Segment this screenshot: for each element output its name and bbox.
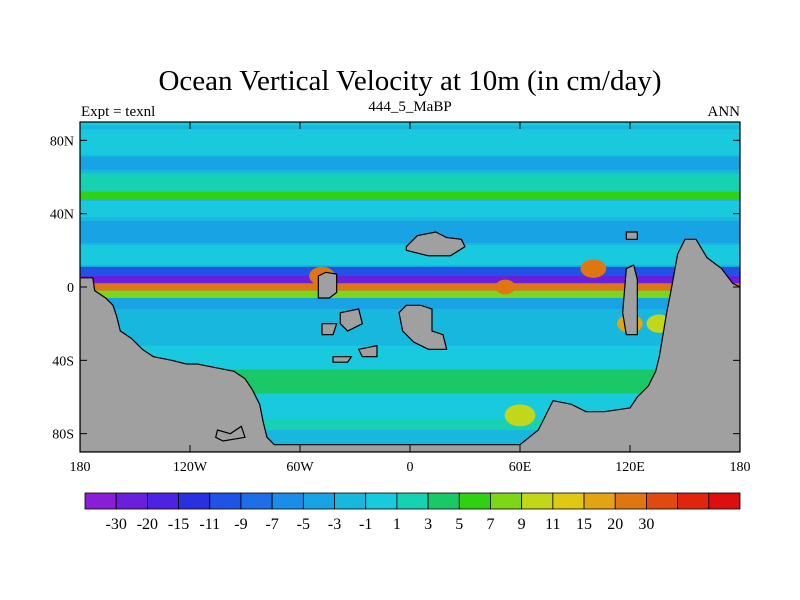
colorbar-label-0: -30 (106, 516, 127, 533)
landmass-3 (398, 304, 448, 350)
colorbar-swatch-9 (365, 492, 398, 510)
subtitle-center: 444_5_MaBP (368, 99, 451, 115)
colorbar-swatch-17 (614, 492, 647, 510)
colorbar-label-10: 3 (424, 516, 432, 533)
colorbar-swatch-3 (178, 492, 211, 510)
colorbar-swatch-18 (646, 492, 679, 510)
colorbar-label-5: -7 (265, 516, 278, 533)
chart-title: Ocean Vertical Velocity at 10m (in cm/da… (158, 65, 661, 97)
colorbar-label-7: -3 (328, 516, 341, 533)
colorbar-label-12: 7 (486, 516, 494, 533)
landmass-7 (357, 344, 378, 358)
axes: 180 120W 60W 0 60E 120E 180 80N 40N 0 40S 80S (50, 122, 751, 475)
landmass-4 (317, 271, 338, 299)
x-tick-label-6: 180 (730, 460, 751, 475)
velocity-band-5 (80, 191, 740, 199)
velocity-band-6 (80, 200, 740, 218)
x-tick-label-1: 120W (173, 460, 208, 475)
landmass-8 (332, 356, 353, 363)
map-field (80, 122, 740, 452)
x-tick-label-4: 60E (509, 460, 532, 475)
colorbar-label-13: 9 (518, 516, 526, 533)
landmass-2 (405, 231, 466, 257)
x-tick-label-5: 120E (615, 460, 645, 475)
landmass-0 (80, 238, 740, 452)
x-tick-label-3: 0 (407, 460, 414, 475)
y-tick-label-1: 40N (50, 208, 74, 223)
colorbar-swatch-0 (84, 492, 117, 510)
y-tick-label-0: 80N (50, 134, 74, 149)
colorbar-label-14: 11 (545, 516, 560, 533)
colorbar-label-9: 1 (393, 516, 401, 533)
subtitle-right: ANN (708, 104, 741, 120)
velocity-band-15 (80, 345, 740, 370)
velocity-band-13 (80, 298, 740, 309)
colorbar-label-17: 30 (638, 516, 654, 533)
x-tick-label-0: 180 (70, 460, 91, 475)
velocity-band-4 (80, 173, 740, 196)
velocity-band-9 (80, 266, 740, 276)
velocity-band-12 (80, 290, 740, 298)
colorbar-swatch-5 (240, 492, 273, 510)
landmass-1 (214, 425, 246, 442)
colorbar-label-11: 5 (455, 516, 463, 533)
velocity-hotspot-2 (495, 279, 516, 295)
colorbar-swatch-16 (583, 492, 616, 510)
colorbar-label-2: -15 (168, 516, 189, 533)
x-tick-label-2: 60W (286, 460, 314, 475)
colorbar-swatch-10 (396, 492, 429, 510)
landmass-10 (625, 231, 638, 240)
colorbar-swatch-2 (146, 492, 179, 510)
velocity-band-18 (80, 419, 740, 430)
landmass-9 (622, 264, 638, 336)
colorbar-swatch-19 (677, 492, 710, 510)
velocity-band-3 (80, 156, 740, 170)
colorbar-swatch-12 (458, 492, 491, 510)
velocity-band-8 (80, 244, 740, 265)
velocity-band-2 (80, 129, 740, 155)
landmass-6 (321, 323, 338, 336)
velocity-hotspot-5 (504, 404, 536, 427)
velocity-band-7 (80, 221, 740, 243)
colorbar-swatch-15 (552, 492, 585, 510)
colorbar-swatch-7 (302, 492, 335, 510)
colorbar-swatch-20 (708, 492, 741, 510)
colorbar-swatch-13 (490, 492, 523, 510)
velocity-hotspot-1 (580, 259, 607, 278)
colorbar-label-4: -9 (234, 516, 247, 533)
colorbar-label-3: -11 (199, 516, 220, 533)
velocity-band-10 (80, 276, 740, 284)
colorbar-swatch-4 (209, 492, 242, 510)
colorbar-label-16: 20 (607, 516, 623, 533)
colorbar-label-1: -20 (137, 516, 158, 533)
colorbar-swatch-14 (521, 492, 554, 510)
velocity-band-11 (80, 283, 740, 291)
colorbar-label-6: -5 (297, 516, 310, 533)
subtitle-left: Expt = texnl (81, 104, 155, 120)
colorbar-swatch-8 (334, 492, 367, 510)
y-tick-label-2: 0 (67, 281, 74, 296)
y-tick-label-4: 80S (52, 428, 74, 443)
colorbar-label-8: -1 (359, 516, 372, 533)
colorbar-swatch-11 (427, 492, 460, 510)
colorbar-label-15: 15 (576, 516, 592, 533)
landmass-5 (339, 308, 364, 332)
colorbar-swatch-6 (271, 492, 304, 510)
colorbar-swatch-1 (115, 492, 148, 510)
y-tick-label-3: 40S (52, 354, 74, 369)
colorbar: -30 -20 -15 -11 -9 -7 -5 -3 -1 1 3 5 7 9 11 15 20 30 (84, 492, 741, 533)
